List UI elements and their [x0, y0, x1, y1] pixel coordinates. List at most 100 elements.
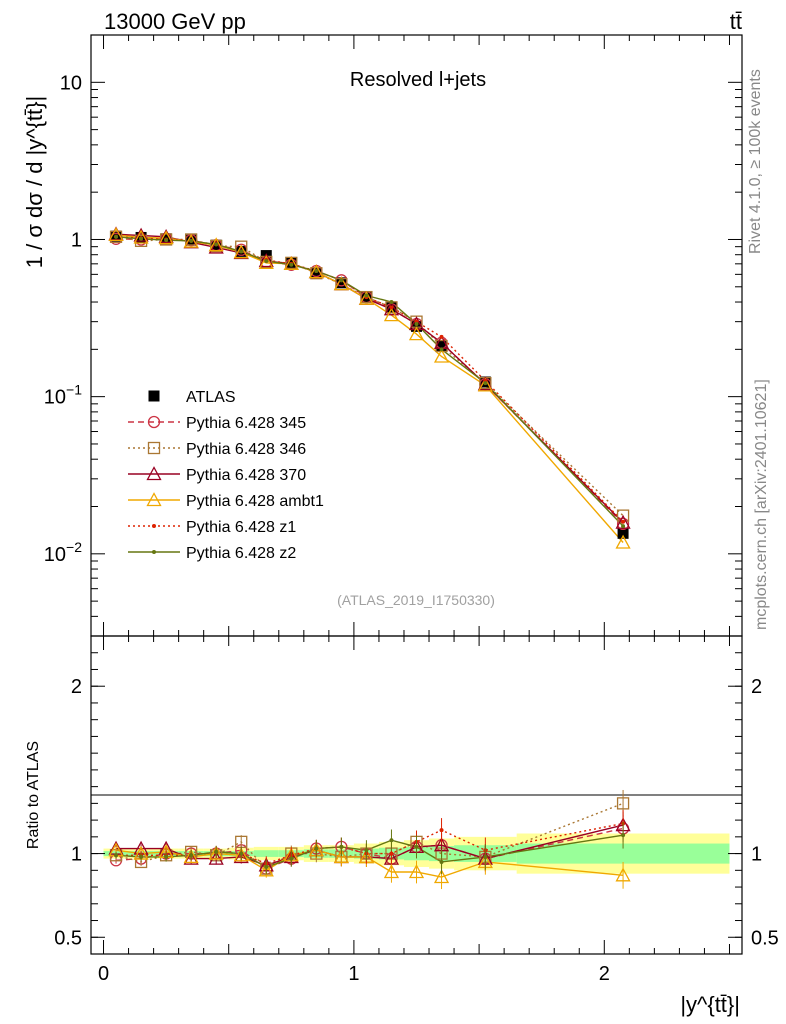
main-series-5-point: [621, 519, 626, 524]
ratio-series-5-point: [389, 838, 394, 843]
main-series-0-point: [310, 267, 322, 279]
ratio-series-3-point: [333, 849, 349, 864]
main-series-4-point: [208, 237, 224, 252]
main-series-6-point: [364, 293, 369, 298]
x-axis-label: |y^{tt̄}|: [680, 992, 740, 1017]
ratio-series-3-point: [208, 845, 224, 860]
main-series-4-point: [408, 326, 425, 341]
main-series-0-point: [617, 527, 629, 539]
main-series-6-point: [289, 262, 294, 267]
main-series-4-point: [333, 276, 349, 291]
main-series-6-point: [139, 236, 144, 241]
xtick-label: 1: [348, 963, 359, 985]
legend-swatch-marker: [152, 524, 156, 528]
ratio-series-5-point: [214, 849, 219, 854]
main-series-4-point: [158, 230, 174, 245]
legend-swatch-marker: [147, 441, 161, 455]
main-series-6-line: [115, 236, 624, 527]
ratio-series-3-point: [433, 869, 450, 884]
main-series-1-point: [616, 517, 630, 531]
main-title: Resolved l+jets: [350, 69, 486, 91]
legend-label: Pythia 6.428 346: [186, 441, 306, 458]
legend-label: ATLAS: [186, 389, 236, 406]
main-series-6-point: [164, 238, 169, 243]
ratio-series-3-point: [408, 864, 425, 879]
ratio-series-5-point: [414, 844, 419, 849]
main-series-3-point: [133, 227, 149, 242]
ratio-frame: [90, 635, 743, 955]
main-series-6-point: [414, 321, 419, 326]
ratio-series-5-point: [189, 853, 194, 858]
ratio-series-4-point: [439, 828, 444, 833]
main-series-6-point: [621, 524, 626, 529]
main-panel: 10−2 10−1 1 10 Resolved l+jets (ATLAS_2019_…: [22, 34, 743, 637]
main-series-6-point: [214, 242, 219, 247]
main-series-4-point: [133, 229, 149, 244]
main-series-4-point: [477, 377, 493, 392]
ratio-ytick-label-right: 1: [751, 844, 762, 866]
main-series-4-point: [283, 255, 299, 270]
main-series-6-point: [114, 234, 119, 239]
ratio-series-5-point: [164, 854, 169, 859]
main-series-6-point: [189, 238, 194, 243]
xtick-label: 0: [98, 963, 109, 985]
main-series-4-point: [233, 244, 249, 259]
main-ytick-label: 10: [60, 72, 82, 94]
ratio-series-2-point: [233, 849, 249, 864]
ratio-series-3-point: [615, 867, 631, 882]
legend-swatch-marker: [148, 390, 160, 402]
main-series-4-point: [433, 348, 450, 363]
main-ytick-label: 10−2: [44, 539, 82, 566]
ratio-ytick-label: 1: [71, 844, 82, 866]
legend-label: Pythia 6.428 z1: [186, 519, 296, 536]
main-series-2-point: [310, 267, 323, 280]
ratio-series-3-line: [115, 849, 624, 878]
ratio-ytick-label-right: 2: [751, 676, 762, 698]
legend-label: Pythia 6.428 z2: [186, 545, 296, 562]
legend-swatch-marker: [152, 550, 156, 554]
legend-item: Pythia 6.428 z2: [128, 545, 296, 562]
mcplots-label: mcplots.cern.ch [arXiv:2401.10621]: [753, 379, 770, 630]
ratio-series-4-line: [116, 822, 624, 865]
main-series-lines: [115, 233, 624, 543]
analysis-label: (ATLAS_2019_I1750330): [337, 592, 495, 608]
ratio-series-3-point: [233, 847, 249, 862]
main-series-3-point: [383, 301, 400, 316]
legend-label: Pythia 6.428 ambt1: [186, 493, 324, 510]
legend-swatch-marker: [146, 466, 162, 481]
main-series-6-point: [239, 249, 244, 254]
main-series-6-point: [339, 278, 344, 283]
legend-item: Pythia 6.428 ambt1: [128, 492, 324, 510]
main-series-3-point: [408, 316, 425, 331]
ratio-series-5-point: [264, 864, 269, 869]
main-series-6-point: [439, 347, 444, 352]
main-series-4-point: [615, 534, 631, 549]
ratio-series-5-point: [339, 844, 344, 849]
ratio-ytick-label: 0.5: [54, 927, 82, 949]
main-series-4-point: [258, 254, 274, 270]
main-series-3-point: [208, 239, 224, 254]
ratio-series-5-point: [439, 859, 444, 864]
ratio-band-stat: [253, 850, 279, 857]
legend-item: ATLAS: [148, 389, 236, 406]
ratio-series-lines: [115, 802, 624, 878]
ratio-series-5-point: [364, 848, 369, 853]
legend: ATLAS Pythia 6.428 345 Pythia 6.428 346 Pyt…: [128, 389, 324, 562]
ratio-series-markers: [108, 789, 631, 890]
main-series-3-point: [258, 253, 274, 268]
ratio-series-5-point: [114, 853, 119, 858]
ratio-series-3-point: [258, 862, 274, 877]
main-series-0-point: [436, 340, 448, 352]
main-series-6-point: [264, 258, 269, 263]
ratio-series-4-point: [389, 851, 394, 856]
main-series-4-point: [383, 307, 400, 322]
main-ylabel: 1 / σ dσ / d |y^{tt̄}|: [22, 96, 47, 268]
xtick-label: 2: [599, 963, 610, 985]
ratio-series-2-point: [208, 850, 224, 865]
main-series-5-point: [389, 305, 394, 310]
legend-swatch-marker: [147, 415, 161, 429]
main-series-markers: [108, 226, 631, 549]
ratio-ylabel: Ratio to ATLAS: [25, 741, 42, 849]
main-ytick-label: 10−1: [44, 382, 82, 409]
